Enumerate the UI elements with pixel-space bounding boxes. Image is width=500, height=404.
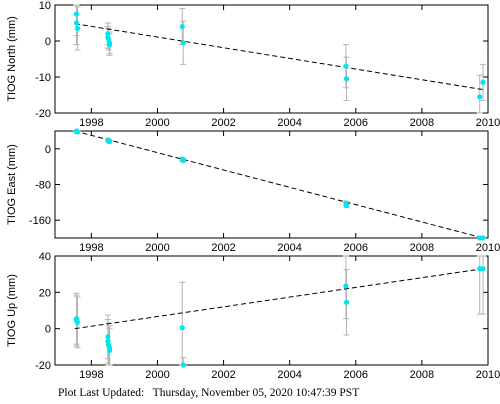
trend-line <box>74 130 484 239</box>
data-point <box>74 319 81 325</box>
x-tick-label: 2004 <box>277 242 301 254</box>
x-tick-label: 1998 <box>79 117 103 129</box>
x-tick-label: 2000 <box>145 117 169 129</box>
x-tick-label: 2006 <box>344 242 368 254</box>
data-point <box>343 299 350 305</box>
plot-frame <box>54 130 489 239</box>
chart-panel-1: 1998 2000 2002 2004 2006 2008 2010 -20 -10 0 10 TIO… <box>6 0 500 129</box>
data-point <box>74 129 81 135</box>
x-tick-label: 2006 <box>344 117 368 129</box>
x-tick-label: 2004 <box>277 117 301 129</box>
y-axis-label: TIOG Up (mm) <box>6 274 18 347</box>
data-point <box>73 20 80 26</box>
data-point <box>180 40 186 46</box>
x-tick-label: 2010 <box>476 117 500 129</box>
x-tick-label: 2008 <box>410 117 434 129</box>
data-point <box>343 283 349 289</box>
y-tick-label: 0 <box>45 144 51 156</box>
x-tick-label: 2002 <box>211 369 235 381</box>
y-tick-label: -20 <box>35 108 51 120</box>
data-point <box>343 63 349 69</box>
x-tick-label: 1998 <box>79 369 103 381</box>
data-point <box>179 24 185 30</box>
x-tick-label: 2006 <box>344 369 368 381</box>
y-tick-label: -160 <box>29 215 51 227</box>
trend-line <box>74 23 484 91</box>
data-point <box>179 325 185 331</box>
x-tick-label: 2002 <box>211 117 235 129</box>
data-point <box>106 42 113 48</box>
data-point <box>105 31 111 37</box>
data-point <box>480 235 486 241</box>
x-tick-label: 2010 <box>476 242 500 254</box>
y-axis-label: TIOG East (mm) <box>6 144 18 225</box>
plot-frame <box>54 4 489 114</box>
x-tick-label: 2000 <box>145 369 169 381</box>
y-tick-label: 20 <box>39 287 51 299</box>
data-point <box>74 25 81 31</box>
data-point <box>180 157 186 164</box>
y-axis-label: TIOG North (mm) <box>6 16 18 102</box>
y-tick-label: 0 <box>45 324 51 336</box>
x-tick-label: 2004 <box>277 369 301 381</box>
chart-panel-2: 1998 2000 2002 2004 2006 2008 2010 -160 -80 0 TIOG… <box>6 128 500 254</box>
x-tick-label: 1998 <box>79 242 103 254</box>
data-point <box>343 202 350 209</box>
y-tick-label: 0 <box>45 36 51 48</box>
x-tick-label: 2002 <box>211 242 235 254</box>
data-point <box>106 347 113 354</box>
data-point <box>180 362 186 368</box>
footer-timestamp: Thursday, November 05, 2020 10:47:39 PST <box>152 387 360 399</box>
data-point <box>480 266 486 272</box>
data-point <box>480 79 486 85</box>
x-tick-label: 2010 <box>476 369 500 381</box>
data-point <box>477 94 483 100</box>
trend-line <box>74 268 484 330</box>
y-tick-label: 10 <box>39 0 51 12</box>
plot-frame <box>54 255 489 366</box>
plot-updated-footer: Plot Last Updated: Thursday, November 05… <box>58 387 359 399</box>
data-point <box>105 334 111 340</box>
y-tick-label: -10 <box>35 72 51 84</box>
data-point <box>106 139 113 145</box>
x-tick-label: 2008 <box>410 242 434 254</box>
data-point <box>73 11 80 17</box>
y-tick-label: 40 <box>39 251 51 263</box>
x-tick-label: 2000 <box>145 242 169 254</box>
data-point <box>343 76 350 82</box>
x-tick-label: 2008 <box>410 369 434 381</box>
chart-panel-3: 1998 2000 2002 2004 2006 2008 2010 -20 0 20 40 TIOG… <box>6 251 500 381</box>
y-tick-label: -20 <box>35 360 51 372</box>
y-tick-label: -80 <box>35 180 51 192</box>
footer-label: Plot Last Updated: <box>58 387 145 399</box>
